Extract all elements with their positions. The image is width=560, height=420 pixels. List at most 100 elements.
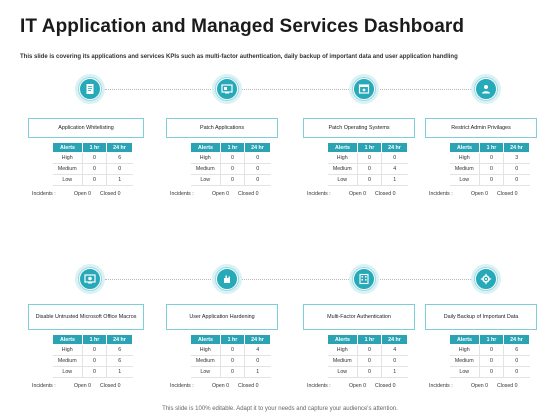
hand-icon-badge xyxy=(212,264,242,294)
column-header: 24 hr xyxy=(106,334,133,345)
kpi-card-title: Disable Untrusted Microsoft Office Macro… xyxy=(28,304,144,330)
incidents-label: Incidents : xyxy=(307,191,331,197)
incidents-closed: Closed 0 xyxy=(375,383,396,389)
incidents-closed: Closed 0 xyxy=(497,383,518,389)
table-row: Medium 0 0 xyxy=(327,355,408,367)
kpi-card-title: User Application Hardening xyxy=(166,304,278,330)
count-cell: 0 xyxy=(220,366,245,378)
kpi-card-application-whitelisting: Application Whitelisting Alerts 1 hr 24 hr H… xyxy=(28,74,152,214)
column-header: 24 hr xyxy=(244,334,271,345)
severity-cell: High xyxy=(327,344,358,356)
severity-cell: Low xyxy=(52,174,83,186)
table-row: Medium 0 0 xyxy=(190,163,271,175)
incidents-summary: Incidents : Open 0 Closed 0 xyxy=(170,191,258,197)
incidents-closed: Closed 0 xyxy=(497,191,518,197)
count-cell: 0 xyxy=(82,366,107,378)
severity-cell: High xyxy=(52,344,83,356)
column-header: 24 hr xyxy=(381,334,408,345)
column-header: Alerts xyxy=(52,334,83,345)
kpi-card-disable-untrusted-microsoft-office-macros: Disable Untrusted Microsoft Office Macro… xyxy=(28,264,152,404)
severity-cell: Medium xyxy=(190,355,221,367)
count-cell: 0 xyxy=(106,163,133,175)
count-cell: 0 xyxy=(220,344,245,356)
monitor-icon xyxy=(216,78,238,100)
footer-note: This slide is 100% editable. Adapt it to… xyxy=(162,406,398,412)
count-cell: 0 xyxy=(479,355,504,367)
count-cell: 4 xyxy=(381,344,408,356)
alerts-table: Alerts 1 hr 24 hr High 0 6 Medium 0 0 Low 0 0 xyxy=(449,334,530,378)
table-row: High 0 3 xyxy=(449,152,530,164)
count-cell: 0 xyxy=(244,174,271,186)
count-cell: 0 xyxy=(220,174,245,186)
alerts-table: Alerts 1 hr 24 hr High 0 3 Medium 0 0 Low 0 0 xyxy=(449,142,530,186)
incidents-label: Incidents : xyxy=(307,383,331,389)
severity-cell: Low xyxy=(449,366,480,378)
count-cell: 0 xyxy=(479,152,504,164)
count-cell: 0 xyxy=(82,152,107,164)
incidents-label: Incidents : xyxy=(170,383,194,389)
admin-user-icon xyxy=(475,78,497,100)
alerts-table: Alerts 1 hr 24 hr High 0 0 Medium 0 0 Low 0 0 xyxy=(190,142,271,186)
kpi-card-title: Patch Applications xyxy=(166,118,278,138)
table-row: High 0 4 xyxy=(327,344,408,356)
column-header: 1 hr xyxy=(82,142,107,153)
count-cell: 6 xyxy=(106,355,133,367)
incidents-open: Open 0 xyxy=(74,191,92,197)
count-cell: 0 xyxy=(479,366,504,378)
column-header: 1 hr xyxy=(357,142,382,153)
gear-icon-badge xyxy=(471,264,501,294)
count-cell: 6 xyxy=(106,344,133,356)
count-cell: 0 xyxy=(244,152,271,164)
window-icon-badge xyxy=(349,74,379,104)
count-cell: 0 xyxy=(503,163,530,175)
document-icon xyxy=(79,78,101,100)
incidents-closed: Closed 0 xyxy=(238,191,259,197)
table-row: Low 0 1 xyxy=(327,174,408,186)
count-cell: 4 xyxy=(381,163,408,175)
severity-cell: Medium xyxy=(190,163,221,175)
count-cell: 0 xyxy=(82,174,107,186)
keypad-icon xyxy=(353,268,375,290)
incidents-open: Open 0 xyxy=(471,191,489,197)
incidents-open: Open 0 xyxy=(212,383,230,389)
severity-cell: Low xyxy=(52,366,83,378)
count-cell: 1 xyxy=(381,174,408,186)
count-cell: 0 xyxy=(479,344,504,356)
count-cell: 0 xyxy=(479,174,504,186)
window-icon xyxy=(353,78,375,100)
count-cell: 0 xyxy=(479,163,504,175)
kpi-card-title: Daily Backup of Important Data xyxy=(425,304,537,330)
alerts-table: Alerts 1 hr 24 hr High 0 0 Medium 0 4 Low 0 1 xyxy=(327,142,408,186)
severity-cell: Low xyxy=(190,366,221,378)
count-cell: 0 xyxy=(357,355,382,367)
column-header: Alerts xyxy=(52,142,83,153)
incidents-label: Incidents : xyxy=(32,191,56,197)
page-title: IT Application and Managed Services Dash… xyxy=(20,16,465,37)
kpi-card-daily-backup-of-important-data: Daily Backup of Important Data Alerts 1 hr… xyxy=(425,264,549,404)
count-cell: 1 xyxy=(381,366,408,378)
count-cell: 0 xyxy=(503,366,530,378)
column-header: Alerts xyxy=(190,334,221,345)
alerts-table: Alerts 1 hr 24 hr High 0 6 Medium 0 6 Low 0 1 xyxy=(52,334,133,378)
severity-cell: Medium xyxy=(449,163,480,175)
severity-cell: Medium xyxy=(327,163,358,175)
column-header: Alerts xyxy=(327,334,358,345)
column-header: 24 hr xyxy=(503,142,530,153)
table-row: Medium 0 0 xyxy=(190,355,271,367)
table-row: Low 0 1 xyxy=(327,366,408,378)
count-cell: 4 xyxy=(244,344,271,356)
count-cell: 0 xyxy=(357,152,382,164)
kpi-card-multi-factor-authentication: Multi-Factor Authentication Alerts 1 hr 24 … xyxy=(303,264,427,404)
count-cell: 0 xyxy=(357,344,382,356)
alerts-table: Alerts 1 hr 24 hr High 0 4 Medium 0 0 Low 0 1 xyxy=(190,334,271,378)
severity-cell: Low xyxy=(327,174,358,186)
document-icon-badge xyxy=(75,74,105,104)
table-row: Medium 0 0 xyxy=(449,163,530,175)
kpi-card-title: Restrict Admin Privilages xyxy=(425,118,537,138)
kpi-card-title: Patch Operating Systems xyxy=(303,118,415,138)
count-cell: 0 xyxy=(244,355,271,367)
monitor-icon-badge xyxy=(212,74,242,104)
severity-cell: High xyxy=(449,344,480,356)
kpi-card-title: Multi-Factor Authentication xyxy=(303,304,415,330)
column-header: 24 hr xyxy=(381,142,408,153)
